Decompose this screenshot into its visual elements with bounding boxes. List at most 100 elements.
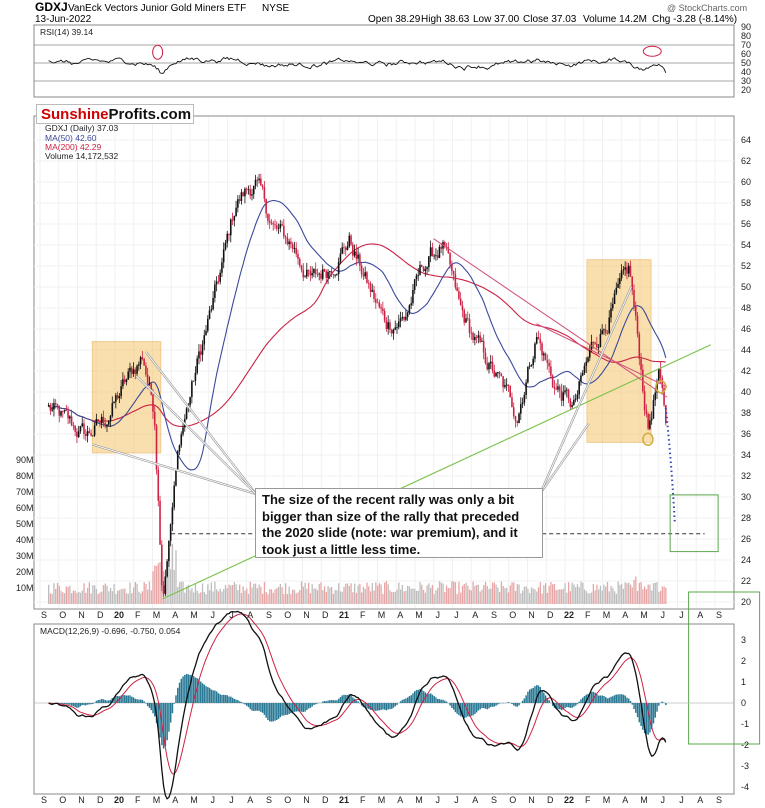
macd-histogram-bar [109,699,112,703]
macd-histogram-bar [452,703,455,710]
candle-body [295,247,298,254]
volume-bar [233,582,236,604]
candle-body [122,379,124,387]
price-tick-label: 64 [741,135,751,145]
candle-body [542,353,545,356]
candle-body [412,289,414,304]
macd-histogram-bar [433,696,435,703]
volume-bar [500,581,503,604]
volume-bar [380,584,382,604]
volume-bar [175,550,177,604]
macd-histogram-bar [85,703,87,706]
volume-bar [323,586,326,604]
candle-body [564,390,566,393]
volume-bar [405,590,407,604]
candle-body [456,287,458,292]
volume-bar [518,584,520,604]
macd-histogram-bar [217,693,220,703]
candle-body [378,302,381,308]
candle-body [171,507,174,525]
volume-bar [78,591,80,604]
volume-bar [147,589,149,604]
price-tick-label: 22 [741,576,751,586]
rsi-tick-label: 90 [741,22,751,32]
candle-body [477,335,480,338]
price-tick-label: 54 [741,240,751,250]
candle-body [359,254,361,266]
macd-histogram-bar [477,703,480,711]
candle-body [206,318,209,331]
volume-bar [359,583,361,604]
price-tick-label: 24 [741,555,751,565]
volume-tick-label: 10M [16,583,34,593]
macd-histogram-bar [613,695,616,703]
volume-bar [391,592,393,604]
macd-histogram-bar [345,694,347,703]
volume-bar [369,591,372,604]
macd-histogram-bar [277,703,280,719]
candle-body [534,343,536,359]
price-tick-label: 34 [741,450,751,460]
candle-body [588,349,591,358]
macd-histogram-bar [348,694,351,703]
volume-bar [534,589,536,604]
candle-body [610,308,612,318]
macd-histogram-bar [578,701,580,703]
volume-bar [352,592,354,604]
macd-histogram-bar [557,703,559,710]
volume-bar [608,591,610,604]
candle-body [466,318,469,320]
candle-body [565,389,568,391]
x-tick-label-bottom: N [78,795,85,805]
candle-body [256,179,259,181]
candle-body [277,228,280,230]
macd-histogram-bar [166,703,168,741]
candle-body [215,281,218,285]
candle-body [92,435,94,437]
macd-histogram-bar [530,688,533,703]
macd-histogram-bar [196,678,198,703]
macd-histogram-bar [256,703,259,711]
macd-histogram-bar [74,703,76,708]
price-tick-label: 52 [741,261,751,271]
volume-bar [651,590,653,604]
candle-body [164,576,167,594]
candle-body [443,242,446,247]
macd-histogram-bar [194,677,197,703]
volume-bar [431,584,434,604]
volume-bar [643,586,646,604]
candle-body [546,360,549,363]
volume-bar [150,590,152,604]
volume-bar [424,592,427,604]
volume-bar [292,589,294,604]
candle-body [217,281,220,283]
macd-histogram-bar [106,700,108,703]
volume-bar [338,583,340,604]
candle-body [350,235,352,245]
high-circle [655,380,667,394]
volume-bar [366,582,368,604]
macd-histogram-bar [543,692,545,703]
candle-body [136,365,138,374]
volume-bar [474,585,476,604]
macd-histogram-bar [566,703,568,708]
candle-body [77,431,80,437]
volume-bar [477,584,480,604]
candle-body [461,305,464,311]
x-tick-label-bottom: M [415,795,423,805]
volume-bar [345,583,347,604]
x-tick-label: M [415,610,423,620]
macd-histogram-bar [309,703,312,708]
macd-histogram-bar [378,703,381,711]
macd-histogram-bar [76,703,78,708]
volume-bar [297,592,299,604]
volume-bar [598,589,600,604]
candle-body [436,255,439,258]
x-tick-label: 20 [114,610,124,620]
candle-body [162,585,165,594]
candle-body [604,329,607,334]
macd-histogram-bar [481,703,483,709]
candle-body [470,332,473,334]
candle-body [191,381,193,398]
x-tick-label: M [603,610,611,620]
